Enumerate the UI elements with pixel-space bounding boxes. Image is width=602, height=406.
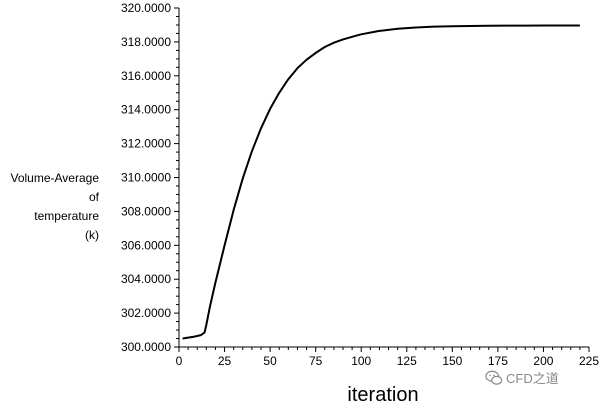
y-axis-label-line: Volume-Average [10,171,100,185]
y-axis-label-line: temperature [34,209,99,223]
y-axis-label-line: of [88,190,99,204]
axes [178,8,589,348]
y-tick-label: 306.0000 [121,238,171,252]
y-tick-label: 318.0000 [121,35,171,49]
x-tick-label: 225 [579,354,599,368]
y-tick-label: 312.0000 [121,137,171,151]
x-tick-label: 150 [442,354,462,368]
watermark: CFD之道 [485,368,559,387]
x-axis-label: iteration [347,384,418,406]
y-tick-label: 308.0000 [121,204,171,218]
series-lines [182,24,580,340]
x-tick-label: 25 [218,354,232,368]
x-tick-label: 0 [176,354,183,368]
y-axis-ticks: 300.0000 302.0000 304.0000 306.0000 308.0000… [121,1,179,354]
x-tick-label: 200 [533,354,553,368]
y-tick-label: 310.0000 [121,171,171,185]
x-tick-label: 75 [309,354,323,368]
x-axis-ticks: 0 25 50 75 100 125 150 175 200 225 [176,347,599,368]
x-tick-label: 100 [351,354,371,368]
y-tick-label: 320.0000 [121,1,171,15]
x-tick-label: 125 [397,354,417,368]
y-tick-label: 302.0000 [121,306,171,320]
y-tick-label: 314.0000 [121,103,171,117]
y-axis-label-line: (k) [85,228,99,242]
x-tick-label: 175 [488,354,508,368]
watermark-text: CFD之道 [506,371,559,386]
y-tick-label: 304.0000 [121,272,171,286]
series-line [182,24,580,340]
wechat-icon [485,370,503,385]
y-tick-label: 300.0000 [121,340,171,354]
x-tick-label: 50 [263,354,277,368]
y-tick-label: 316.0000 [121,69,171,83]
